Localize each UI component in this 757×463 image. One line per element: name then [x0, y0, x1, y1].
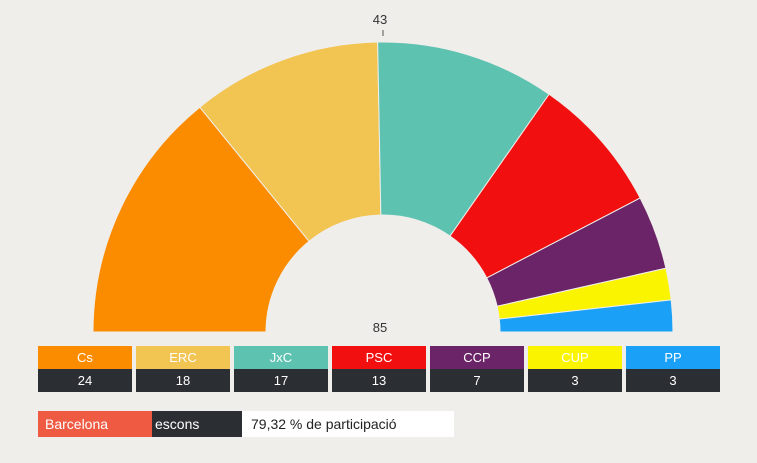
party-name: ERC	[136, 346, 230, 369]
legend-item-psc: PSC 13	[332, 346, 426, 392]
turnout-label: 79,32 % de participació	[242, 411, 454, 437]
legend-item-pp: PP 3	[626, 346, 720, 392]
party-name: CUP	[528, 346, 622, 369]
party-name: PSC	[332, 346, 426, 369]
seat-count: 7	[430, 369, 524, 392]
seat-count: 18	[136, 369, 230, 392]
region-label: Barcelona	[38, 411, 152, 437]
segment-erc	[199, 41, 382, 243]
party-name: PP	[626, 346, 720, 369]
seat-count: 3	[626, 369, 720, 392]
majority-label: 43	[372, 12, 388, 27]
party-name: CCP	[430, 346, 524, 369]
legend-item-erc: ERC 18	[136, 346, 230, 392]
party-name: JxC	[234, 346, 328, 369]
legend-item-cs: Cs 24	[38, 346, 132, 392]
legend-item-cup: CUP 3	[528, 346, 622, 392]
legend-item-ccp: CCP 7	[430, 346, 524, 392]
unit-label: escons	[152, 411, 242, 437]
total-seats-label: 85	[372, 320, 388, 335]
seat-count: 17	[234, 369, 328, 392]
hemicycle-chart	[92, 30, 674, 333]
legend-item-jxc: JxC 17	[234, 346, 328, 392]
info-bar: Barcelona escons 79,32 % de participació	[38, 411, 454, 437]
seat-count: 24	[38, 369, 132, 392]
segment-pp	[498, 299, 674, 333]
segment-cs	[92, 106, 310, 333]
party-name: Cs	[38, 346, 132, 369]
party-legend: Cs 24 ERC 18 JxC 17 PSC 13 CCP 7 CUP 3 PP 3	[38, 346, 720, 392]
seat-count: 3	[528, 369, 622, 392]
seat-count: 13	[332, 369, 426, 392]
